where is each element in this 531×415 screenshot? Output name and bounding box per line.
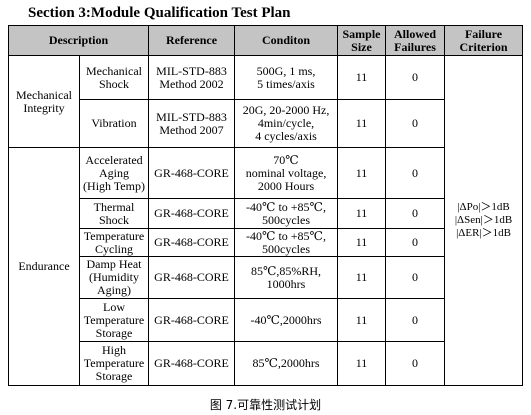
test-cell: Damp Heat (Humidity Aging) <box>78 256 150 299</box>
criterion-line: |ΔSen|＞1dB <box>454 214 513 226</box>
condition-cell: 70℃ nominal voltage, 2000 Hours <box>234 147 339 199</box>
test-plan-table: Description Reference Conditon Sample Size A… <box>7 25 524 386</box>
table-row: Endurance Accelerated Aging (High Temp) GR… <box>8 147 523 386</box>
allowed-failures-cell: 0 <box>385 55 446 100</box>
table-row: Mechanical Integrity Mechanical Shock MIL-… <box>8 55 524 386</box>
sample-size-cell: 11 <box>337 228 387 257</box>
caption: 图 7.可靠性测试计划 <box>209 398 322 412</box>
group-cell: Endurance <box>8 147 80 386</box>
reference-cell: GR-468-CORE <box>148 341 236 386</box>
condition-cell: 85℃,2000hrs <box>234 341 339 386</box>
table-body: Mechanical Integrity Mechanical Shock MIL-… <box>8 55 524 386</box>
section-title: Section 3:Module Qualification Test Plan <box>28 5 291 21</box>
test-cell: High Temperature Storage <box>78 341 150 386</box>
allowed-failures-cell: 0 <box>385 341 446 386</box>
condition-cell: -40℃,2000hrs <box>234 298 339 342</box>
test-cell: Mechanical Shock <box>78 55 150 100</box>
sample-size-cell: 11 <box>337 198 387 229</box>
sample-size-cell: 11 <box>337 298 387 342</box>
condition-cell: 85℃,85%RH, 1000hrs <box>234 256 339 299</box>
criterion-line: |ΔPo|＞1dB <box>457 201 510 213</box>
condition-cell: 20G, 20-2000 Hz, 4min/cycle, 4 cycles/ax… <box>234 99 339 148</box>
header-cell: Allowed Failures <box>385 25 446 56</box>
reference-cell: GR-468-CORE <box>148 198 236 229</box>
reference-cell: MIL-STD-883 Method 2002 <box>148 55 236 100</box>
allowed-failures-cell: 0 <box>385 298 446 342</box>
sample-size-cell: 11 <box>337 147 387 199</box>
table-row: Damp Heat (Humidity Aging) GR-468-CORE 85℃… <box>9 256 523 299</box>
allowed-failures-cell: 0 <box>385 147 446 199</box>
test-cell: Thermal Shock <box>78 198 150 229</box>
table-row: High Temperature Storage GR-468-CORE 85℃,2… <box>9 341 523 386</box>
table-row: Temperature Cycling GR-468-CORE -40℃ to +8… <box>9 228 523 257</box>
allowed-failures-cell: 0 <box>385 256 446 299</box>
condition-cell: -40℃ to +85℃, 500cycles <box>234 228 339 257</box>
reference-cell: GR-468-CORE <box>148 298 236 342</box>
test-cell: Vibration <box>78 99 150 148</box>
failure-criterion-cell: |ΔPo|＞1dB |ΔSen|＞1dB |ΔER|＞1dB <box>444 55 524 386</box>
reference-cell: GR-468-CORE <box>148 256 236 299</box>
allowed-failures-cell: 0 <box>385 228 446 257</box>
header-cell: Description <box>7 25 150 56</box>
test-cell: Low Temperature Storage <box>78 298 150 342</box>
allowed-failures-cell: 0 <box>385 99 446 148</box>
table-row: Vibration MIL-STD-883 Method 2007 20G, 20-… <box>9 99 523 148</box>
sample-size-cell: 11 <box>337 55 387 100</box>
header-cell: Reference <box>148 25 236 56</box>
header-row: Description Reference Conditon Sample Size A… <box>7 25 524 56</box>
sample-size-cell: 11 <box>337 99 387 148</box>
sample-size-cell: 11 <box>337 341 387 386</box>
test-cell: Temperature Cycling <box>78 228 150 257</box>
test-cell: Accelerated Aging (High Temp) <box>78 147 150 199</box>
criterion-line: |ΔER|＞1dB <box>456 227 511 239</box>
table-row: Low Temperature Storage GR-468-CORE -40℃,2… <box>9 298 523 342</box>
reference-cell: MIL-STD-883 Method 2007 <box>148 99 236 148</box>
condition-cell: -40℃ to +85℃, 500cycles <box>234 198 339 229</box>
allowed-failures-cell: 0 <box>385 198 446 229</box>
header-cell: Conditon <box>234 25 339 56</box>
reference-cell: GR-468-CORE <box>148 147 236 199</box>
group-cell: Mechanical Integrity <box>8 55 80 148</box>
reference-cell: GR-468-CORE <box>148 228 236 257</box>
header-cell: Failure Criterion <box>444 25 524 56</box>
sample-size-cell: 11 <box>337 256 387 299</box>
condition-cell: 500G, 1 ms, 5 times/axis <box>234 55 339 100</box>
header-cell: Sample Size <box>337 25 387 56</box>
